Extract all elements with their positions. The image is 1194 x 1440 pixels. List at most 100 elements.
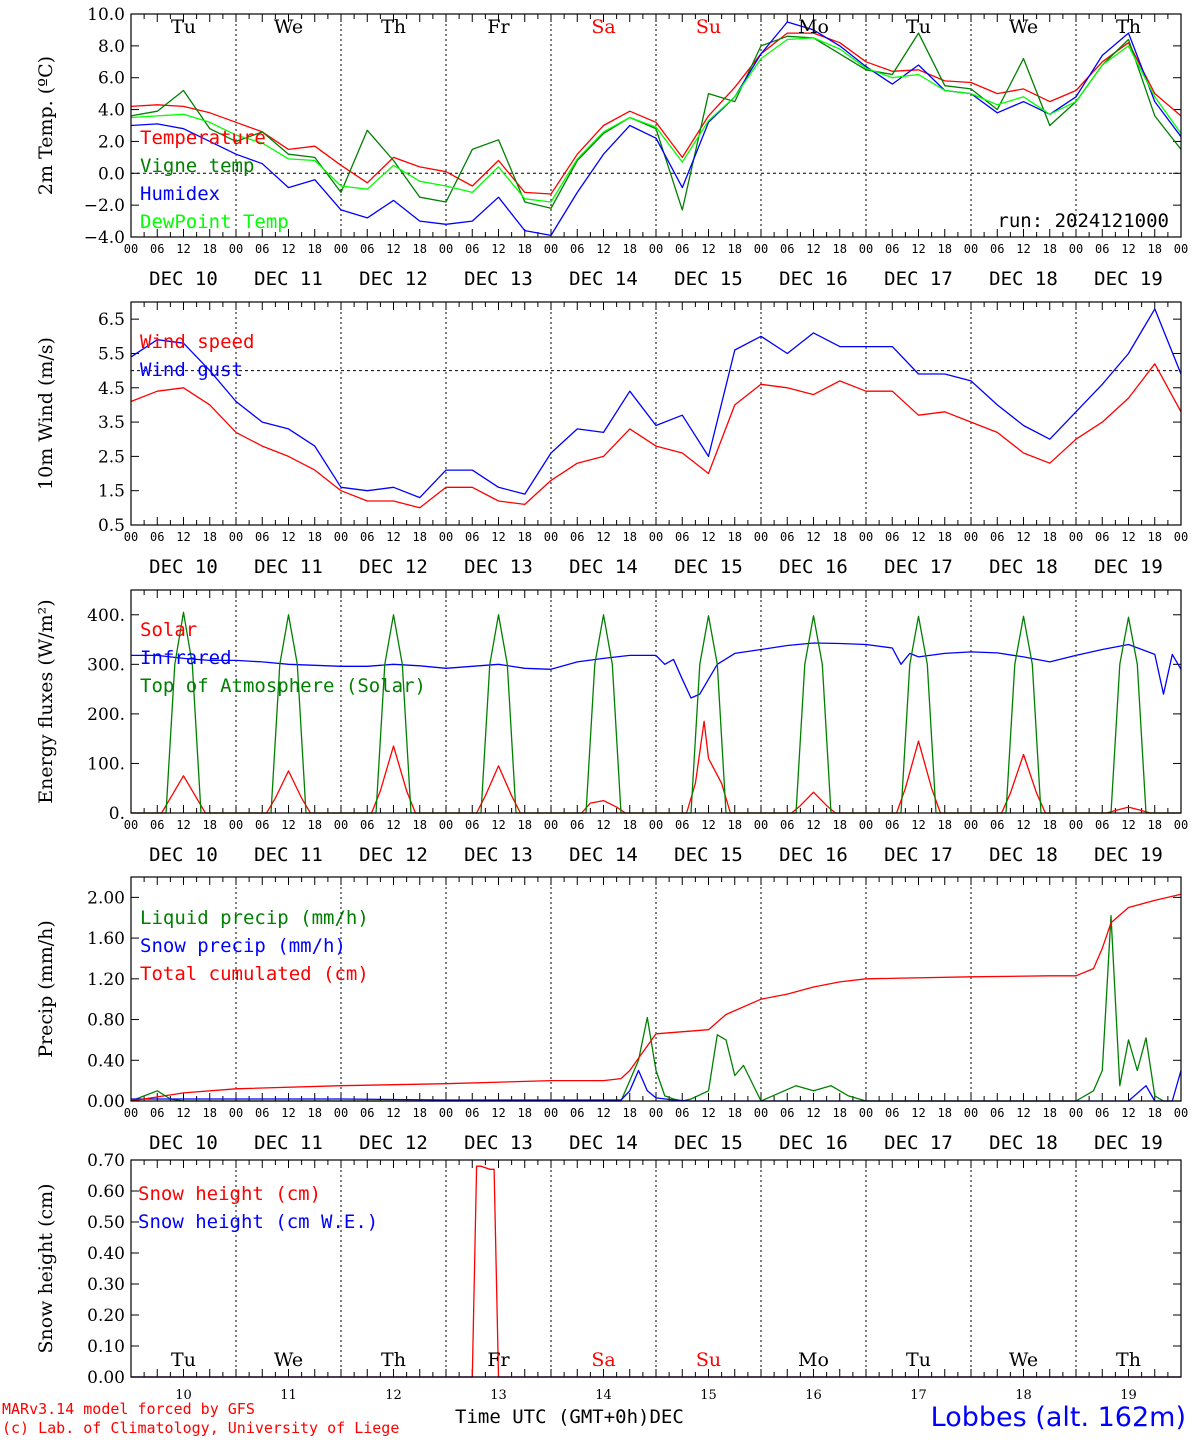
hour-tick-label: 00 (439, 242, 453, 256)
date-label: DEC 17 (884, 844, 953, 866)
series-line-vigne-temp (130, 32, 1182, 211)
hour-tick-label: 18 (1043, 818, 1057, 832)
y-tick-label: 0.60 (87, 1182, 125, 1202)
hour-tick-label: 18 (623, 242, 637, 256)
hour-tick-label: 18 (518, 530, 532, 544)
panel-1: −4.0 −2.0 0.0 2.0 4.0 6.0 8.0 10.0 2m Temp. (ºC)… (35, 5, 1188, 290)
hour-tick-label: 06 (360, 818, 374, 832)
panel-3: 0. 100. 200. 300. 400. Energy fluxes (W/m²) So… (35, 589, 1188, 866)
hour-tick-label: 06 (675, 242, 689, 256)
hour-tick-label: 12 (1121, 530, 1135, 544)
x-axis-title-text: Time UTC (GMT+0h) (455, 1406, 650, 1428)
y-tick-label: 0. (109, 804, 125, 824)
hour-tick-label: 00 (544, 242, 558, 256)
legend-entry: Snow precip (mm/h) (140, 935, 346, 957)
y-axis-title: Precip (mm/h) (35, 920, 57, 1058)
hour-tick-label: 12 (596, 818, 610, 832)
hour-tick-label: 06 (780, 1106, 794, 1120)
hour-tick-label: 12 (806, 530, 820, 544)
y-tick-label: 100. (87, 754, 125, 774)
legend-entry: Snow height (cm) (138, 1183, 321, 1205)
weekday-label: Th (381, 16, 406, 38)
hour-tick-label: 00 (124, 530, 138, 544)
weekday-label: We (1009, 16, 1038, 38)
date-label: DEC 15 (674, 1132, 743, 1154)
legend-entry: Top of Atmosphere (Solar) (140, 675, 426, 697)
y-tick-label: 0.00 (87, 1092, 125, 1112)
y-tick-label: 0.5 (98, 516, 125, 536)
hour-tick-label: 18 (203, 818, 217, 832)
hour-tick-label: 12 (176, 242, 190, 256)
hour-tick-label: 12 (281, 818, 295, 832)
hour-tick-label: 12 (386, 1106, 400, 1120)
hour-tick-label: 06 (990, 242, 1004, 256)
date-label: DEC 18 (989, 1132, 1058, 1154)
date-label: DEC 15 (674, 556, 743, 578)
date-label: DEC 16 (779, 556, 848, 578)
hour-tick-label: 00 (649, 242, 663, 256)
hour-tick-label: 06 (675, 818, 689, 832)
hour-tick-label: 06 (1095, 530, 1109, 544)
hour-tick-label: 00 (544, 818, 558, 832)
hour-tick-label: 06 (150, 1106, 164, 1120)
hour-tick-label: 00 (649, 1106, 663, 1120)
y-tick-label: 0.50 (87, 1213, 125, 1233)
hour-tick-label: 18 (1043, 530, 1057, 544)
hour-tick-label: 18 (203, 242, 217, 256)
hour-tick-label: 06 (885, 818, 899, 832)
hour-tick-label: 18 (413, 818, 427, 832)
hour-tick-label: 18 (623, 530, 637, 544)
day-number-label: 12 (385, 1388, 402, 1403)
day-number-label: 10 (175, 1388, 192, 1403)
hour-tick-label: 00 (1174, 1106, 1188, 1120)
hour-tick-label: 00 (1069, 530, 1083, 544)
hour-tick-label: 06 (150, 530, 164, 544)
hour-tick-label: 12 (701, 818, 715, 832)
hour-tick-label: 12 (596, 530, 610, 544)
hour-tick-label: 06 (780, 242, 794, 256)
hour-tick-label: 18 (308, 818, 322, 832)
hour-tick-label: 12 (596, 1106, 610, 1120)
hour-tick-label: 18 (833, 242, 847, 256)
y-axis-title: Snow height (cm) (35, 1183, 57, 1353)
y-axis-title: Energy fluxes (W/m²) (35, 599, 57, 803)
date-label: DEC 13 (464, 844, 533, 866)
hour-tick-label: 12 (1121, 1106, 1135, 1120)
hour-tick-label: 12 (911, 242, 925, 256)
y-tick-label: 3.5 (98, 413, 125, 433)
hour-tick-label: 00 (649, 530, 663, 544)
hour-tick-label: 18 (1043, 242, 1057, 256)
y-tick-label: 6.5 (98, 310, 125, 330)
hour-tick-label: 06 (885, 1106, 899, 1120)
hour-tick-label: 18 (1148, 530, 1162, 544)
hour-tick-label: 18 (413, 242, 427, 256)
legend-entry: Wind gust (140, 359, 243, 381)
hour-tick-label: 00 (649, 818, 663, 832)
weekday-label: Tu (171, 16, 196, 38)
hour-tick-label: 12 (281, 242, 295, 256)
hour-tick-label: 18 (518, 818, 532, 832)
legend-entry: Solar (140, 619, 197, 641)
hour-tick-label: 12 (701, 530, 715, 544)
legend-entry: Liquid precip (mm/h) (140, 907, 369, 929)
hour-tick-label: 06 (570, 1106, 584, 1120)
hour-tick-label: 06 (990, 818, 1004, 832)
legend-entry: Total cumulated (cm) (140, 963, 369, 985)
hour-tick-label: 18 (938, 242, 952, 256)
hour-tick-label: 18 (623, 1106, 637, 1120)
weekday-label: Th (381, 1349, 406, 1371)
hour-tick-label: 00 (754, 1106, 768, 1120)
y-tick-label: 0.20 (87, 1306, 125, 1326)
date-label: DEC 12 (359, 844, 428, 866)
hour-tick-label: 18 (833, 818, 847, 832)
hour-tick-label: 00 (754, 242, 768, 256)
hour-tick-label: 06 (465, 242, 479, 256)
date-label: DEC 17 (884, 268, 953, 290)
date-label: DEC 14 (569, 1132, 638, 1154)
hour-tick-label: 06 (360, 242, 374, 256)
hour-tick-label: 06 (780, 530, 794, 544)
hour-tick-label: 12 (491, 818, 505, 832)
day-number-label: 19 (1120, 1388, 1137, 1403)
legend-entry: DewPoint Temp (140, 211, 289, 233)
